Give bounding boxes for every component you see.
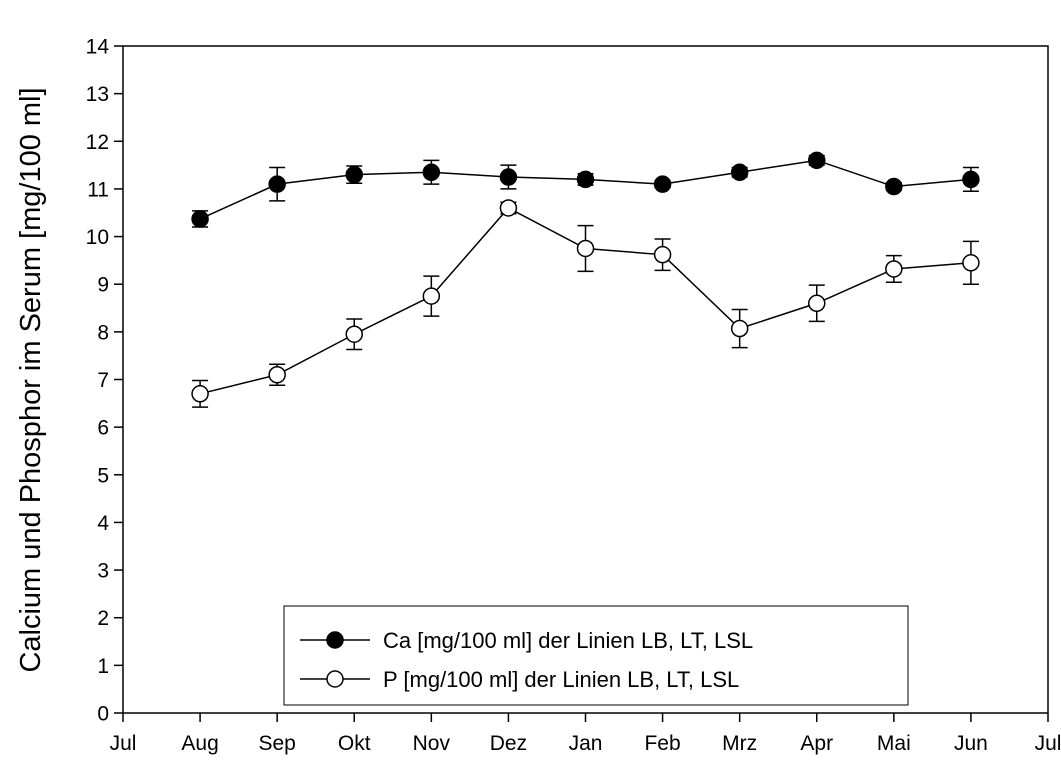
- y-tick-label: 9: [97, 274, 109, 297]
- data-point: [808, 151, 826, 170]
- y-tick-label: 0: [97, 703, 109, 726]
- data-point: [345, 165, 363, 184]
- data-point: [653, 175, 672, 193]
- x-tick-label: Jul: [1035, 732, 1061, 755]
- data-point: [730, 319, 749, 338]
- series-p: [191, 199, 980, 408]
- data-point: [885, 177, 903, 196]
- series-layer: [191, 151, 980, 408]
- data-point: [576, 239, 595, 258]
- x-tick-label: Aug: [181, 732, 218, 755]
- y-tick-label: 2: [97, 607, 109, 630]
- y-tick-label: 14: [86, 36, 110, 59]
- legend-box: [283, 605, 909, 706]
- legend: Ca [mg/100 ml] der Linien LB, LT, LSL P …: [283, 605, 909, 706]
- x-tick-label: Dez: [490, 732, 527, 755]
- x-axis: Jul Aug Sep Okt Nov Dez Jan Feb Mrz Apr Mai Jun Jul: [110, 713, 1061, 755]
- y-tick-label: 13: [86, 83, 109, 106]
- y-tick-label: 12: [86, 131, 109, 154]
- data-point: [268, 175, 286, 193]
- x-tick-label: Apr: [800, 732, 833, 755]
- y-tick-label: 4: [97, 512, 109, 535]
- y-tick-label: 5: [97, 464, 109, 487]
- y-tick-label: 1: [97, 655, 109, 678]
- data-point: [345, 325, 363, 343]
- data-point: [422, 163, 441, 182]
- series-ca: [191, 151, 980, 228]
- data-point: [268, 365, 286, 384]
- legend-marker-ca: [326, 631, 344, 649]
- x-tick-label: Mai: [877, 732, 911, 755]
- data-point: [499, 199, 518, 217]
- data-point: [653, 245, 672, 264]
- data-point: [962, 254, 980, 272]
- y-tick-label: 6: [97, 417, 109, 440]
- y-tick-label: 11: [87, 178, 109, 201]
- x-tick-label: Jun: [954, 732, 988, 755]
- data-point: [885, 260, 903, 278]
- y-tick-label: 8: [97, 321, 109, 344]
- x-tick-label: Jul: [110, 732, 137, 755]
- x-tick-label: Sep: [258, 732, 295, 755]
- data-point: [499, 168, 518, 186]
- x-tick-label: Okt: [338, 732, 371, 755]
- x-tick-label: Mrz: [722, 732, 757, 755]
- data-point: [191, 210, 209, 228]
- x-tick-label: Feb: [644, 732, 680, 755]
- legend-label-p: P [mg/100 ml] der Linien LB, LT, LSL: [383, 667, 739, 692]
- data-point: [808, 294, 826, 313]
- data-point: [576, 170, 595, 189]
- legend-marker-p: [326, 670, 344, 688]
- x-tick-label: Nov: [413, 732, 451, 755]
- x-tick-label: Jan: [569, 732, 603, 755]
- legend-label-ca: Ca [mg/100 ml] der Linien LB, LT, LSL: [383, 628, 753, 653]
- y-tick-label: 7: [97, 369, 109, 392]
- series-line: [199, 159, 971, 220]
- data-point: [730, 163, 749, 182]
- data-point: [422, 287, 441, 305]
- y-tick-label: 10: [86, 226, 109, 249]
- data-point: [962, 170, 980, 189]
- y-axis-title: Calcium und Phosphor im Serum [mg/100 ml…: [15, 87, 47, 672]
- y-tick-label: 3: [97, 560, 109, 583]
- data-point: [191, 385, 209, 403]
